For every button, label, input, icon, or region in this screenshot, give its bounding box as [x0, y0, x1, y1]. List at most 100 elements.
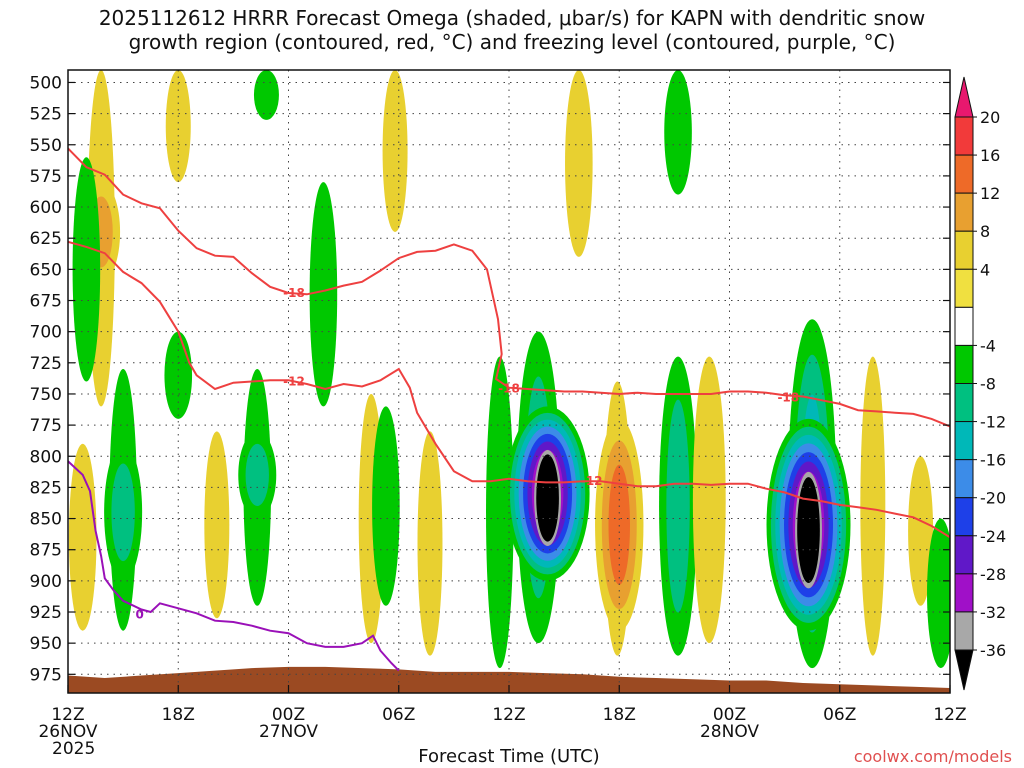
omega-feature: [766, 418, 851, 631]
y-tick-label: 875: [30, 541, 62, 561]
colorbar-label: -36: [980, 641, 1006, 660]
omega-cell: [165, 70, 191, 183]
omega-feature: [382, 70, 408, 232]
omega-cell: [253, 70, 279, 120]
y-tick-label: 675: [30, 292, 62, 312]
y-tick-label: 750: [30, 385, 62, 405]
omega-cell: [860, 356, 886, 656]
x-tick-date: 26NOV: [38, 722, 97, 742]
omega-feature: [505, 406, 590, 581]
y-tick-label: 525: [30, 105, 62, 125]
omega-feature: [309, 182, 338, 407]
dgz-contour-label: -18: [498, 382, 520, 396]
omega-cell: [417, 431, 443, 656]
omega-cell: [245, 443, 269, 506]
omega-cell: [565, 70, 593, 257]
colorbar-segment: [954, 268, 974, 308]
omega-cell: [382, 70, 408, 232]
x-tick-date: 27NOV: [259, 722, 318, 742]
dgz-contour-label: -18: [777, 390, 799, 404]
colorbar-label: -20: [980, 489, 1006, 508]
omega-feature: [164, 331, 193, 419]
chart-title: 2025112612 HRRR Forecast Omega (shaded, …: [0, 6, 1024, 54]
omega-feature: [238, 431, 277, 519]
omega-cell: [797, 477, 820, 584]
y-tick-label: 825: [30, 478, 62, 498]
colorbar-segment: [954, 497, 974, 537]
freezing-level-label: 0: [135, 607, 143, 621]
omega-cell: [372, 406, 400, 606]
chart-title-line1: 2025112612 HRRR Forecast Omega (shaded, …: [98, 6, 926, 30]
omega-cell: [111, 463, 135, 562]
omega-cell: [908, 456, 934, 606]
colorbar-label: 12: [980, 184, 1000, 203]
y-tick-label: 725: [30, 354, 62, 374]
omega-cell: [927, 518, 950, 669]
x-tick-label: 00Z: [713, 705, 746, 725]
omega-cell: [666, 399, 690, 613]
omega-cell: [692, 356, 726, 644]
omega-feature: [927, 518, 950, 669]
x-tick-date: 28NOV: [700, 722, 759, 742]
y-tick-label: 700: [30, 323, 62, 343]
x-tick-label: 06Z: [382, 705, 415, 725]
colorbar-segment: [954, 459, 974, 499]
x-tick-label: 18Z: [603, 705, 636, 725]
colorbar-label: -4: [980, 336, 996, 355]
x-axis-label: Forecast Time (UTC): [418, 746, 599, 767]
omega-feature: [253, 70, 279, 120]
colorbar-label: -12: [980, 413, 1006, 432]
y-tick-label: 575: [30, 167, 62, 187]
grid: [67, 70, 951, 693]
omega-feature: [565, 70, 593, 257]
omega-feature: [68, 443, 97, 631]
omega-cell: [664, 70, 692, 195]
credit-link[interactable]: coolwx.com/models: [853, 747, 1012, 766]
x-tick-label: 12Z: [51, 705, 84, 725]
colorbar-segment: [954, 573, 974, 613]
y-tick-label: 950: [30, 634, 62, 654]
omega-feature: [860, 356, 886, 656]
omega-feature: [165, 70, 191, 183]
colorbar-segment: [954, 192, 974, 232]
y-tick-label: 775: [30, 416, 62, 436]
y-axis: 500 525 550 575 600 625 650 675 700 725 750 775 800 8…: [30, 73, 950, 685]
y-tick-label: 975: [30, 665, 62, 685]
colorbar-segment: [954, 383, 974, 423]
x-tick-label: 06Z: [823, 705, 856, 725]
omega-feature: [908, 456, 934, 606]
colorbar-segment: [954, 535, 974, 575]
colorbar-label: 20: [980, 108, 1000, 127]
colorbar-segment: [954, 76, 974, 118]
y-tick-label: 500: [30, 73, 62, 93]
omega-feature: [372, 406, 400, 606]
x-tick-year: 2025: [52, 739, 95, 759]
contour-labels: -18 -18 -18 -12 -12 0: [135, 286, 799, 621]
omega-feature: [664, 70, 692, 195]
colorbar-segment: [954, 306, 974, 346]
y-tick-label: 625: [30, 229, 62, 249]
omega-cell: [486, 356, 514, 669]
colorbar-label: -8: [980, 375, 996, 394]
omega-feature: [417, 431, 443, 656]
x-tick-label: 00Z: [272, 705, 305, 725]
colorbar-segment: [954, 649, 974, 691]
colorbar-label: -32: [980, 603, 1006, 622]
colorbar-segment: [954, 230, 974, 270]
dgz-contour-label: -12: [283, 374, 305, 388]
colorbar-segment: [954, 611, 974, 651]
y-tick-label: 800: [30, 447, 62, 467]
x-tick-label: 12Z: [933, 705, 966, 725]
y-tick-label: 925: [30, 603, 62, 623]
colorbar-label: 8: [980, 222, 990, 241]
dgz-contour: [68, 240, 950, 539]
y-tick-label: 550: [30, 136, 62, 156]
omega-cell: [68, 443, 97, 631]
omega-feature: [659, 356, 698, 656]
colorbar-label: -28: [980, 565, 1006, 584]
freezing-level-contour: [68, 460, 400, 672]
x-tick-label: 12Z: [492, 705, 525, 725]
omega-feature: [595, 418, 644, 631]
